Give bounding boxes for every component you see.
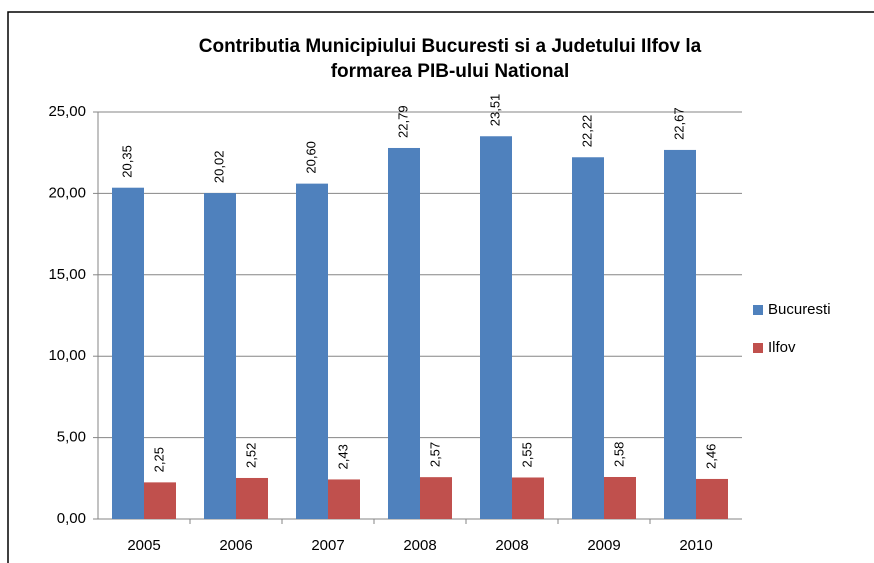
x-tick-label: 2007 <box>311 537 344 554</box>
bar <box>696 478 728 519</box>
data-label: 22,67 <box>671 107 686 140</box>
bar <box>388 147 420 519</box>
bar <box>512 477 544 519</box>
bar <box>296 183 328 519</box>
data-label: 20,60 <box>303 141 318 174</box>
bar <box>328 479 360 519</box>
y-tick-label: 0,00 <box>57 510 86 527</box>
data-label: 2,55 <box>519 442 534 467</box>
data-label: 2,43 <box>335 444 350 469</box>
y-tick-label: 15,00 <box>48 266 86 283</box>
x-tick-label: 2008 <box>403 537 436 554</box>
data-label: 2,58 <box>611 442 626 467</box>
data-label: 2,25 <box>151 447 166 472</box>
bar <box>144 482 176 519</box>
bar <box>572 157 604 519</box>
data-label: 20,35 <box>119 145 134 178</box>
x-tick-label: 2006 <box>219 537 252 554</box>
legend-label: Ilfov <box>768 339 796 356</box>
chart-title: Contributia Municipiului Bucuresti si a … <box>199 36 702 57</box>
data-label: 20,02 <box>211 151 226 184</box>
y-tick-label: 25,00 <box>48 103 86 120</box>
bar <box>236 477 268 519</box>
y-tick-label: 10,00 <box>48 347 86 364</box>
x-tick-label: 2009 <box>587 537 620 554</box>
bar <box>664 149 696 519</box>
legend-swatch <box>753 343 763 353</box>
x-tick-label: 2010 <box>679 537 712 554</box>
bar <box>112 187 144 519</box>
bar <box>420 477 452 519</box>
legend-label: Bucuresti <box>768 301 831 318</box>
bar <box>480 136 512 519</box>
data-label: 22,79 <box>395 105 410 138</box>
data-label: 2,52 <box>243 443 258 468</box>
x-tick-label: 2008 <box>495 537 528 554</box>
y-tick-label: 5,00 <box>57 429 86 446</box>
y-tick-label: 20,00 <box>48 184 86 201</box>
chart-frame <box>7 11 874 563</box>
bar <box>204 193 236 519</box>
data-label: 2,46 <box>703 444 718 469</box>
data-label: 23,51 <box>487 94 502 127</box>
data-label: 2,57 <box>427 442 442 467</box>
chart-title: formarea PIB-ului National <box>331 61 570 82</box>
legend-swatch <box>753 305 763 315</box>
bar <box>604 476 636 519</box>
x-tick-label: 2005 <box>127 537 160 554</box>
data-label: 22,22 <box>579 115 594 148</box>
